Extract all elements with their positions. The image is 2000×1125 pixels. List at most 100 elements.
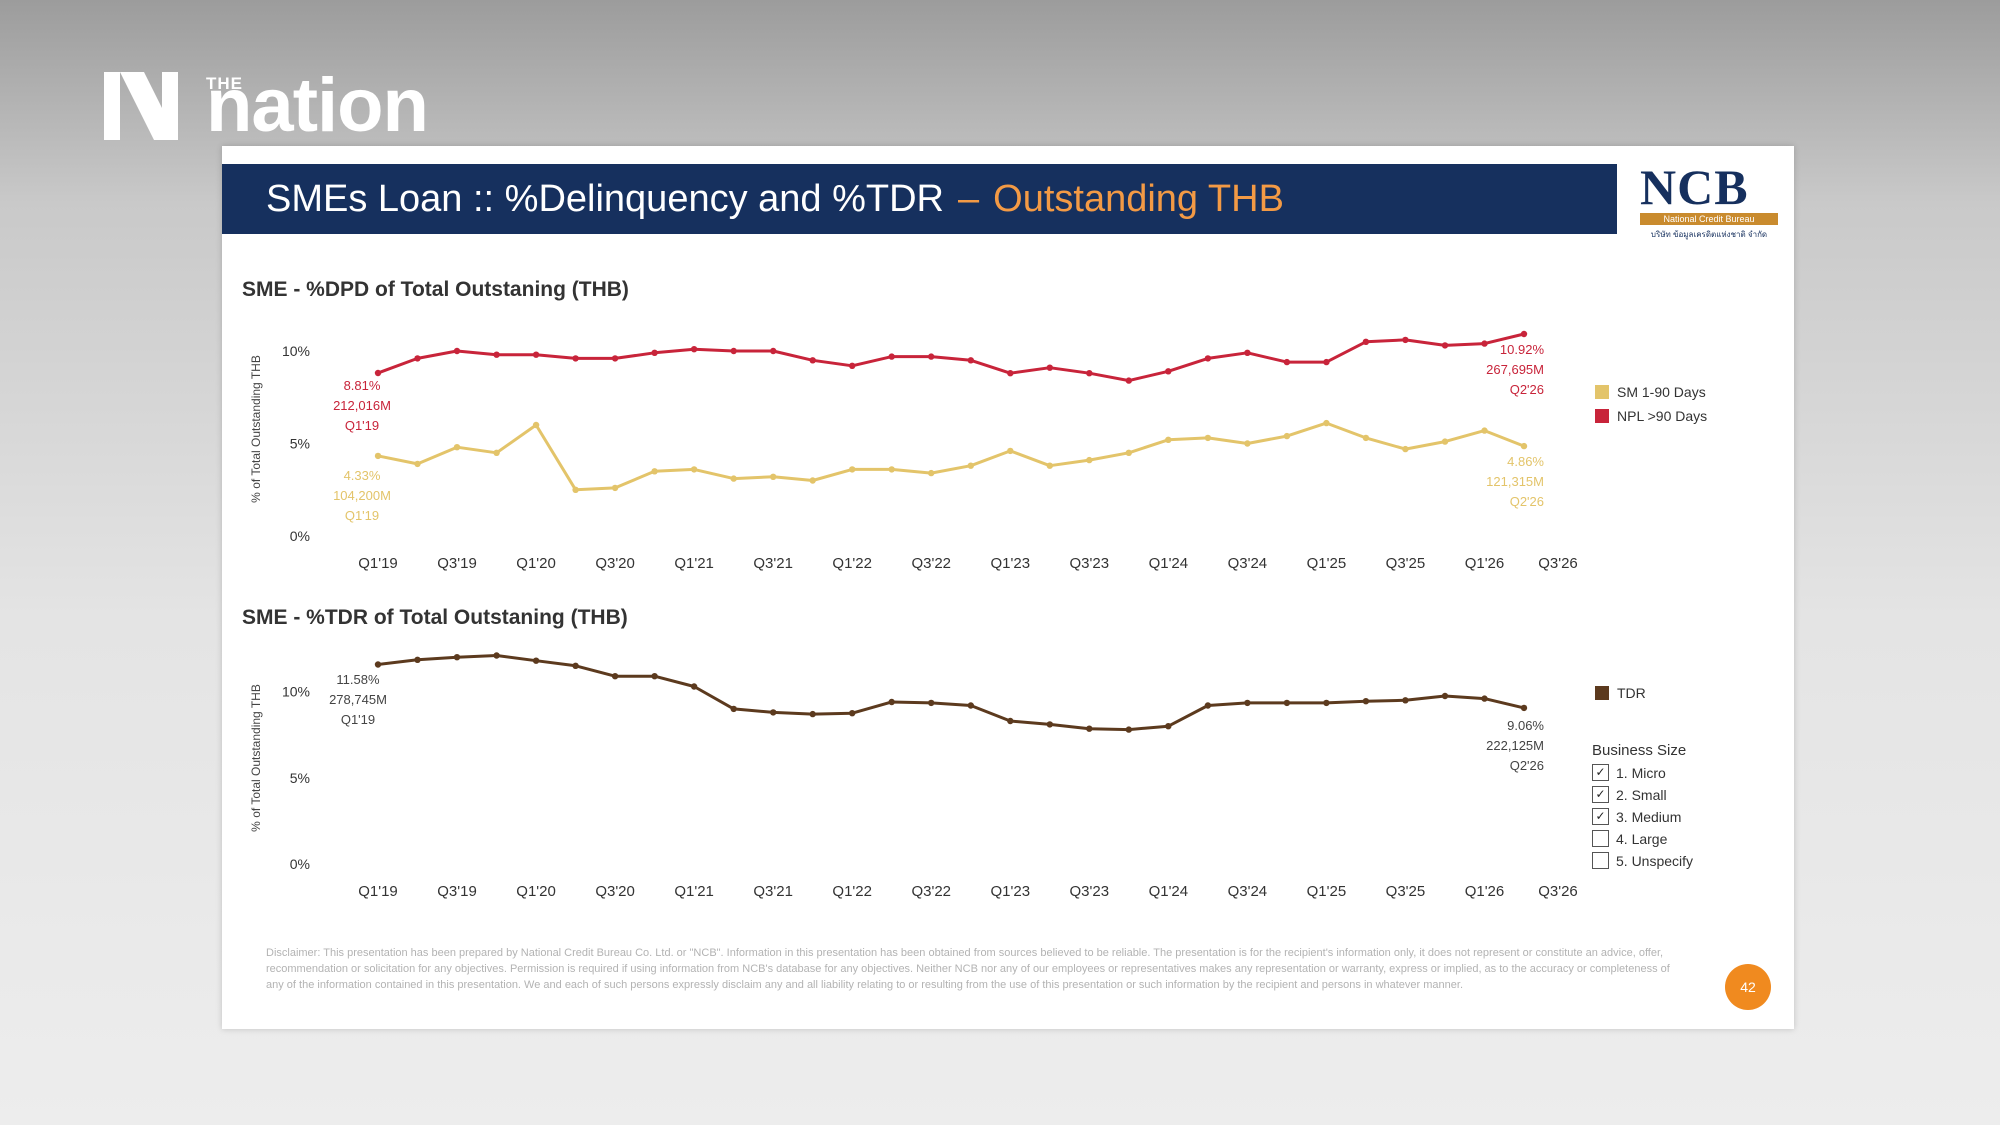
- business-size-medium[interactable]: ✓ 3. Medium: [1592, 808, 1681, 825]
- data-point: [1244, 349, 1251, 356]
- presentation-slide: SMEs Loan :: %Delinquency and %TDR – Out…: [222, 146, 1794, 1029]
- data-point: [1362, 698, 1370, 705]
- data-label: 4.86%: [1507, 454, 1544, 469]
- checkbox-unspecify[interactable]: [1592, 852, 1609, 869]
- x-tick-label: Q1'24: [1149, 883, 1189, 900]
- y-tick-label: 10%: [282, 343, 310, 359]
- data-point: [1283, 358, 1291, 366]
- data-point: [532, 351, 540, 358]
- x-tick-label: Q3'21: [753, 883, 793, 900]
- checkbox-micro[interactable]: ✓: [1592, 764, 1609, 781]
- data-point: [849, 466, 856, 473]
- data-point: [1323, 419, 1330, 427]
- data-point: [809, 357, 816, 364]
- data-point: [770, 709, 777, 716]
- checkbox-large[interactable]: [1592, 830, 1609, 847]
- data-label: Q1'19: [341, 712, 375, 727]
- data-point: [493, 449, 500, 456]
- business-size-label: 1. Micro: [1616, 764, 1666, 781]
- x-tick-label: Q1'20: [516, 883, 556, 900]
- business-size-micro[interactable]: ✓ 1. Micro: [1592, 764, 1666, 781]
- data-label: 278,745M: [329, 692, 387, 707]
- data-label: 9.06%: [1507, 718, 1544, 733]
- data-point: [1007, 447, 1014, 455]
- data-point: [1165, 436, 1172, 443]
- data-point: [690, 346, 698, 353]
- data-point: [1125, 726, 1132, 733]
- data-label: 11.58%: [336, 672, 380, 687]
- y-axis-label: % of Total Outstanding THB: [249, 684, 263, 832]
- data-label: 267,695M: [1486, 362, 1544, 377]
- x-tick-label: Q1'23: [990, 555, 1030, 572]
- y-tick-label: 5%: [290, 436, 310, 452]
- legend-item-tdr: TDR: [1595, 685, 1646, 701]
- business-size-label: 5. Unspecify: [1616, 852, 1694, 869]
- data-label: Q2'26: [1510, 758, 1544, 773]
- disclaimer-text: Disclaimer: This presentation has been p…: [266, 947, 1670, 991]
- checkbox-medium[interactable]: ✓: [1592, 808, 1609, 825]
- x-tick-label: Q3'25: [1386, 555, 1426, 572]
- ncb-logo-band: National Credit Bureau: [1640, 213, 1778, 225]
- data-point: [493, 351, 500, 358]
- data-point: [849, 362, 856, 369]
- x-tick-label: Q1'24: [1149, 555, 1189, 572]
- y-tick-label: 5%: [290, 770, 310, 786]
- data-point: [770, 473, 777, 480]
- data-point: [849, 710, 856, 717]
- ncb-logo-word: NCB: [1640, 159, 1749, 215]
- data-point: [809, 477, 816, 484]
- x-tick-label: Q1'22: [832, 883, 872, 900]
- data-point: [651, 468, 658, 475]
- data-point: [1204, 702, 1212, 709]
- data-point: [572, 355, 579, 362]
- x-tick-label: Q1'19: [358, 883, 398, 900]
- data-point: [1402, 445, 1409, 453]
- slide-title-bar: SMEs Loan :: %Delinquency and %TDR – Out…: [222, 164, 1617, 234]
- data-point: [1204, 355, 1212, 362]
- data-point: [374, 452, 382, 460]
- data-point: [690, 466, 698, 473]
- data-point: [532, 421, 540, 429]
- data-point: [1481, 340, 1488, 347]
- x-tick-label: Q1'22: [832, 555, 872, 572]
- data-point: [1323, 699, 1330, 707]
- data-point: [1086, 456, 1093, 464]
- data-label: Q1'19: [345, 508, 379, 523]
- data-point: [928, 353, 935, 360]
- data-point: [1441, 692, 1449, 700]
- data-point: [1007, 717, 1014, 725]
- y-tick-label: 0%: [290, 528, 310, 544]
- data-point: [1323, 358, 1330, 366]
- brand-prefix: THE: [206, 74, 243, 93]
- x-tick-label: Q3'22: [911, 555, 951, 572]
- data-point: [770, 347, 777, 355]
- data-point: [414, 460, 421, 468]
- data-point: [1520, 704, 1528, 712]
- checkbox-small[interactable]: ✓: [1592, 786, 1609, 803]
- data-point: [651, 349, 658, 356]
- business-size-unspecify[interactable]: 5. Unspecify: [1592, 852, 1693, 869]
- data-point: [414, 355, 421, 362]
- series-line-1: [377, 654, 1525, 732]
- business-size-large[interactable]: 4. Large: [1592, 830, 1667, 847]
- nation-brand: THE nation: [104, 68, 429, 144]
- legend-label-sm: SM 1-90 Days: [1617, 384, 1706, 400]
- x-tick-label: Q1'20: [516, 555, 556, 572]
- x-tick-label: Q3'22: [911, 883, 951, 900]
- page-number-badge: 42: [1725, 964, 1771, 1010]
- data-point: [967, 357, 974, 364]
- data-point: [888, 353, 895, 360]
- x-tick-label: Q1'25: [1307, 555, 1347, 572]
- business-size-small[interactable]: ✓ 2. Small: [1592, 786, 1667, 803]
- data-point: [1362, 434, 1370, 442]
- data-point: [1441, 342, 1449, 349]
- data-point: [690, 683, 698, 690]
- slide-title-accent: Outstanding THB: [993, 177, 1284, 220]
- data-point: [1283, 699, 1291, 707]
- data-point: [888, 466, 895, 473]
- data-point: [967, 702, 974, 709]
- data-label: 104,200M: [333, 488, 391, 503]
- x-tick-label: Q3'24: [1228, 883, 1268, 900]
- data-label: 121,315M: [1486, 474, 1544, 489]
- data-point: [1007, 370, 1014, 377]
